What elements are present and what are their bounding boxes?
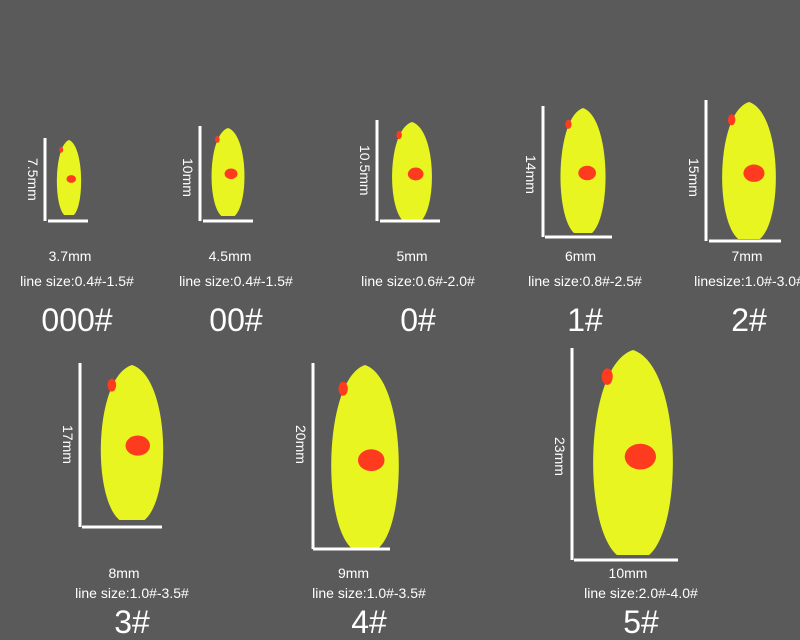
red-dot-icon	[743, 164, 765, 182]
top-dot-icon	[396, 130, 402, 140]
size-label: 2#	[731, 302, 767, 338]
width-label: 6mm	[564, 248, 597, 264]
red-dot-icon	[125, 435, 150, 456]
top-dot-icon	[565, 119, 572, 129]
size-label: 0#	[400, 302, 436, 338]
width-label: 4.5mm	[208, 248, 252, 264]
red-dot-icon	[578, 165, 596, 181]
width-label: 5mm	[396, 248, 428, 264]
top-dot-icon	[59, 146, 64, 153]
height-label: 23mm	[552, 437, 568, 476]
red-dot-icon	[407, 167, 424, 181]
size-label: 1#	[567, 302, 603, 338]
line-size-label: line size:2.0#-4.0#	[584, 585, 698, 601]
width-label: 8mm	[108, 565, 140, 581]
top-dot-icon	[215, 136, 220, 143]
top-dot-icon	[727, 114, 736, 126]
size-label: 5#	[623, 604, 659, 640]
red-dot-icon	[224, 168, 238, 180]
red-dot-icon	[357, 449, 385, 472]
line-size-label: line size:0.6#-2.0#	[361, 273, 475, 289]
top-dot-icon	[338, 381, 348, 396]
line-size-label: line size:1.0#-3.5#	[75, 585, 189, 601]
size-label: 00#	[209, 302, 263, 338]
size-label: 000#	[41, 302, 113, 338]
width-label: 9mm	[337, 565, 370, 581]
width-label: 10mm	[608, 565, 648, 581]
line-size-label: line size:0.4#-1.5#	[20, 273, 134, 289]
line-size-label: linesize:1.0#-3.0#	[694, 273, 800, 289]
width-label: 7mm	[731, 248, 763, 264]
size-label: 4#	[351, 604, 387, 640]
red-dot-icon	[624, 443, 656, 470]
width-label: 3.7mm	[48, 248, 92, 264]
red-dot-icon	[66, 175, 76, 183]
top-dot-icon	[601, 368, 613, 385]
top-dot-icon	[107, 378, 117, 392]
size-label: 3#	[114, 604, 150, 640]
line-size-label: line size:0.8#-2.5#	[528, 273, 642, 289]
line-size-label: line size:0.4#-1.5#	[179, 273, 293, 289]
line-size-label: line size:1.0#-3.5#	[312, 585, 426, 601]
